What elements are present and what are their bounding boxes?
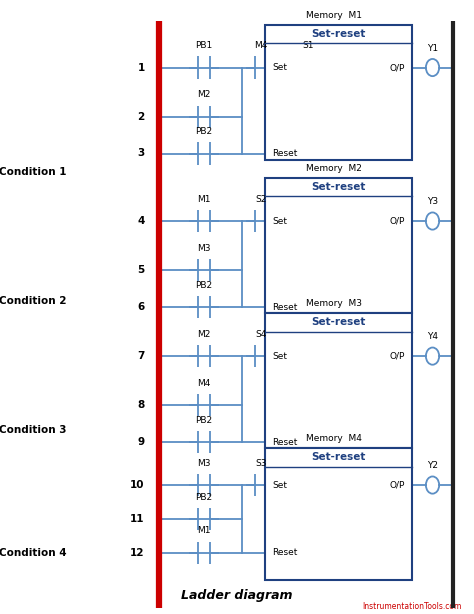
Text: Memory  M3: Memory M3: [306, 299, 362, 308]
Text: Y4: Y4: [427, 332, 438, 341]
Bar: [265, 25, 412, 160]
Text: Set: Set: [273, 217, 288, 225]
Text: 3: 3: [137, 149, 145, 158]
Text: 2: 2: [137, 112, 145, 122]
Text: Y2: Y2: [427, 461, 438, 470]
Text: 10: 10: [130, 480, 145, 490]
Text: 7: 7: [137, 351, 145, 361]
Text: Reset: Reset: [273, 303, 298, 311]
Text: Condition 3: Condition 3: [0, 425, 67, 435]
Text: Set-reset: Set-reset: [312, 182, 366, 192]
Text: Condition 1: Condition 1: [0, 167, 67, 177]
Text: 11: 11: [130, 514, 145, 524]
Text: PB1: PB1: [195, 41, 212, 50]
Text: PB2: PB2: [195, 281, 212, 290]
Text: 1: 1: [137, 63, 145, 72]
Text: S3: S3: [255, 459, 266, 468]
Text: 6: 6: [137, 302, 145, 312]
Text: Set: Set: [273, 481, 288, 489]
Text: O/P: O/P: [390, 217, 405, 225]
Text: PB2: PB2: [195, 416, 212, 425]
Text: S1: S1: [302, 41, 314, 50]
Text: Set: Set: [273, 63, 288, 72]
Text: 4: 4: [137, 216, 145, 226]
Text: Memory  M4: Memory M4: [306, 434, 362, 443]
Text: M4: M4: [254, 41, 267, 50]
Text: M4: M4: [197, 379, 210, 388]
Text: Reset: Reset: [273, 438, 298, 446]
Bar: [265, 313, 412, 448]
Text: S4: S4: [255, 330, 266, 339]
Text: Y1: Y1: [427, 44, 438, 53]
Text: M2: M2: [197, 90, 210, 99]
Text: S2: S2: [255, 195, 266, 204]
Text: Ladder diagram: Ladder diagram: [181, 589, 293, 602]
Text: 5: 5: [137, 265, 145, 275]
Text: Memory  M1: Memory M1: [306, 10, 362, 20]
Text: Set-reset: Set-reset: [312, 317, 366, 327]
Text: 12: 12: [130, 548, 145, 558]
Text: 9: 9: [137, 437, 145, 447]
Text: O/P: O/P: [390, 352, 405, 360]
Text: M3: M3: [197, 459, 210, 468]
Text: M2: M2: [197, 330, 210, 339]
Text: PB2: PB2: [195, 127, 212, 136]
Text: InstrumentationTools.com: InstrumentationTools.com: [363, 602, 462, 611]
Text: M1: M1: [197, 526, 210, 535]
Text: O/P: O/P: [390, 63, 405, 72]
Text: Reset: Reset: [273, 149, 298, 158]
Text: Set-reset: Set-reset: [312, 29, 366, 39]
Bar: [265, 448, 412, 580]
Text: M1: M1: [197, 195, 210, 204]
Text: M3: M3: [197, 244, 210, 253]
Text: Condition 4: Condition 4: [0, 548, 67, 558]
Text: Reset: Reset: [273, 548, 298, 557]
Bar: [265, 178, 412, 313]
Text: Condition 2: Condition 2: [0, 296, 67, 306]
Text: 8: 8: [137, 400, 145, 410]
Text: Memory  M2: Memory M2: [306, 164, 362, 173]
Text: Set-reset: Set-reset: [312, 453, 366, 462]
Text: PB2: PB2: [195, 492, 212, 502]
Text: O/P: O/P: [390, 481, 405, 489]
Text: Set: Set: [273, 352, 288, 360]
Text: Y3: Y3: [427, 197, 438, 206]
